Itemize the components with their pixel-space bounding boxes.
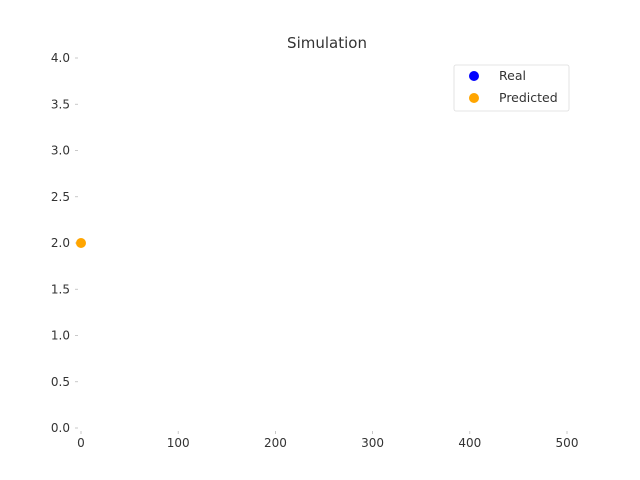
x-tick-label: 400 xyxy=(458,436,481,450)
y-tick-label: 4.0 xyxy=(51,51,70,65)
x-tick-label: 500 xyxy=(556,436,579,450)
x-tick-label: 0 xyxy=(77,436,85,450)
y-axis: 0.0 0.5 1.0 1.5 2.0 2.5 3.0 3.5 4.0 xyxy=(51,51,78,435)
y-tick-label: 0.5 xyxy=(51,375,70,389)
y-tick-label: 3.5 xyxy=(51,97,70,111)
y-tick-label: 3.0 xyxy=(51,144,70,158)
data-point-predicted xyxy=(76,238,86,248)
legend-marker-real xyxy=(469,71,479,81)
x-axis: 0 100 200 300 400 500 xyxy=(77,431,578,450)
legend-label-real: Real xyxy=(499,68,526,83)
y-tick-label: 2.0 xyxy=(51,236,70,250)
plot-area xyxy=(76,238,86,248)
legend: Real Predicted xyxy=(453,64,570,112)
y-tick-label: 1.5 xyxy=(51,282,70,296)
chart-title: Simulation xyxy=(287,34,367,52)
y-tick-label: 0.0 xyxy=(51,421,70,435)
legend-box xyxy=(453,64,570,112)
legend-marker-predicted xyxy=(469,93,479,103)
x-tick-label: 200 xyxy=(264,436,287,450)
legend-label-predicted: Predicted xyxy=(499,90,558,105)
y-tick-label: 1.0 xyxy=(51,329,70,343)
y-tick-label: 2.5 xyxy=(51,190,70,204)
x-tick-label: 100 xyxy=(167,436,190,450)
x-tick-label: 300 xyxy=(361,436,384,450)
